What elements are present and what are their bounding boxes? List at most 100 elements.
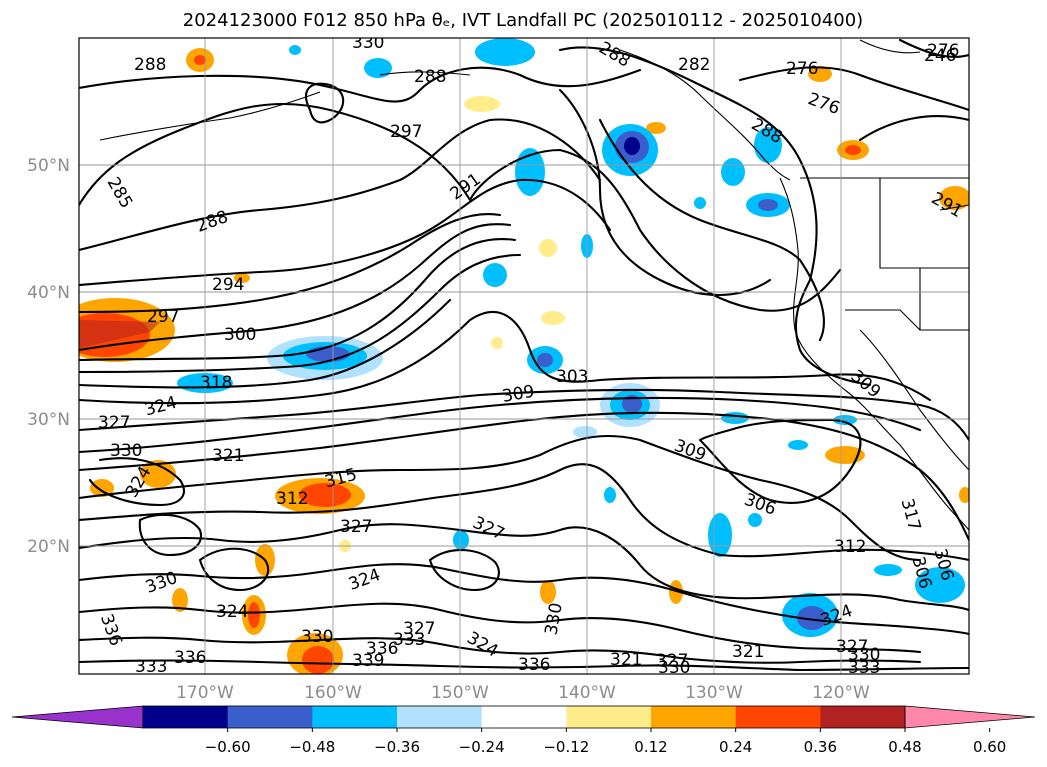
lat-label: 20°N (27, 537, 70, 557)
colorbar-tick-label: −0.48 (289, 738, 335, 756)
positive-shade (90, 479, 114, 497)
negative-shade (483, 263, 507, 287)
map-frame (78, 37, 970, 675)
positive-shade (302, 646, 334, 674)
lon-label: 130°W (685, 683, 743, 703)
contour-label: 330 (110, 441, 142, 461)
lon-label: 140°W (558, 683, 616, 703)
contour-label: 330 (301, 627, 333, 647)
contour-label: 312 (276, 489, 308, 509)
longitude-labels: 170°W 160°W 150°W 140°W 130°W 120°W (176, 683, 870, 703)
map-panel: 288 285 288 294 297 300 318 324 327 330 … (79, 33, 969, 678)
colorbar-segment (312, 706, 398, 728)
contour-label: 327 (836, 637, 868, 657)
contour-label: 297 (147, 307, 179, 327)
negative-shade (721, 158, 745, 186)
contour-layer (79, 38, 969, 672)
lon-label: 150°W (431, 683, 489, 703)
contour-label: 336 (518, 655, 550, 675)
figure-title: 2024123000 F012 850 hPa θₑ, IVT Landfall… (183, 10, 863, 31)
negative-shade (874, 564, 902, 576)
lon-label: 160°W (304, 683, 362, 703)
contour-label: 330 (352, 33, 384, 53)
contour-labels: 288 285 288 294 297 300 318 324 327 330 … (96, 33, 966, 678)
contour-label: 300 (224, 325, 256, 345)
negative-shade (515, 148, 545, 196)
colorbar-extend-max (904, 705, 1036, 729)
negative-shade (604, 487, 616, 503)
positive-shade (959, 487, 969, 503)
colorbar-tick-label: 0.60 (973, 738, 1006, 756)
colorbar-tick-label: 0.48 (888, 738, 921, 756)
positive-shade (194, 55, 206, 65)
contour-label: 288 (134, 55, 166, 75)
colorbar-tick-label: 0.24 (719, 738, 752, 756)
colorbar (11, 705, 1036, 729)
negative-shade (624, 137, 640, 155)
positive-shade (808, 66, 832, 82)
positive-shade (491, 337, 503, 349)
positive-shade (669, 580, 683, 604)
contour-label: 297 (390, 122, 422, 142)
colorbar-ticks: −0.60 −0.48 −0.36 −0.24 −0.12 0.12 0.24 0.36 0.4… (205, 728, 1006, 756)
positive-shade (140, 460, 176, 488)
contour-label: 330 (658, 658, 690, 678)
colorbar-tick-label: 0.12 (634, 738, 667, 756)
positive-shade (541, 311, 565, 325)
contour-label: 321 (732, 642, 764, 662)
contour-label: 327 (98, 413, 130, 433)
negative-shade (306, 346, 350, 362)
contour-label: 282 (678, 55, 710, 75)
lat-label: 30°N (27, 410, 70, 430)
negative-shade (622, 395, 642, 413)
contour-label: 327 (656, 651, 688, 671)
positive-shade (234, 273, 250, 283)
positive-shade (646, 122, 666, 134)
negative-shade (721, 412, 749, 424)
contour-label: 330 (848, 645, 880, 665)
colorbar-segment (566, 706, 652, 728)
colorbar-segment (651, 706, 737, 728)
contour-label: 333 (135, 657, 167, 677)
contour-label: 339 (352, 651, 384, 671)
contour-label: 336 (174, 648, 206, 668)
colorbar-frame (142, 705, 906, 729)
negative-shade (797, 606, 827, 630)
contour-label: 294 (212, 275, 244, 295)
colorbar-tick-label: −0.12 (543, 738, 589, 756)
contour-label: 276 (927, 41, 959, 61)
negative-shade (833, 415, 857, 425)
negative-shade (537, 353, 553, 367)
negative-shade (758, 199, 778, 211)
negative-shade (748, 513, 762, 527)
positive-shade (845, 145, 861, 155)
contour-label: 288 (414, 67, 446, 87)
colorbar-segment (397, 706, 483, 728)
contour-label: 327 (403, 619, 435, 639)
positive-shade (939, 186, 969, 210)
colorbar-tick-label: −0.60 (205, 738, 251, 756)
positive-shade (172, 588, 188, 612)
contour-label: 321 (212, 446, 244, 466)
contour-label: 324 (216, 602, 248, 622)
negative-shade (475, 38, 535, 66)
positive-shade (540, 580, 556, 604)
negative-shade (453, 530, 469, 550)
colorbar-tick-label: −0.24 (459, 738, 505, 756)
negative-shade (708, 513, 732, 557)
negative-shade (573, 426, 597, 438)
colorbar-extend-min (11, 705, 144, 729)
negative-shade (754, 127, 782, 163)
contour-label: 312 (834, 537, 866, 557)
graticule (79, 38, 969, 674)
coastline-layer (99, 39, 969, 531)
negative-shade (915, 567, 965, 603)
colorbar-tick-label: 0.36 (804, 738, 837, 756)
colorbar-segment (227, 706, 313, 728)
positive-shade (248, 602, 260, 628)
contour-label: 246 (924, 46, 956, 66)
contour-label: 276 (786, 59, 818, 79)
lat-label: 40°N (27, 283, 70, 303)
shading-layer (79, 38, 969, 674)
